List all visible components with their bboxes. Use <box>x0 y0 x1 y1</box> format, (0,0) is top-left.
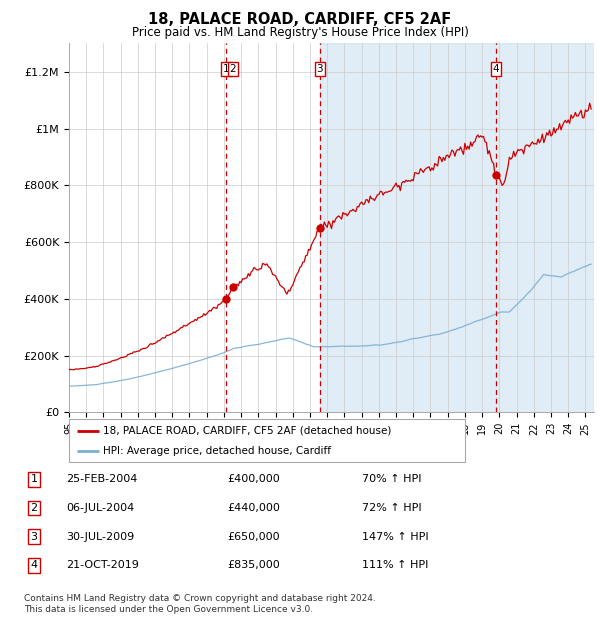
Text: 18, PALACE ROAD, CARDIFF, CF5 2AF (detached house): 18, PALACE ROAD, CARDIFF, CF5 2AF (detac… <box>103 426 391 436</box>
Text: 4: 4 <box>31 560 38 570</box>
Text: 18, PALACE ROAD, CARDIFF, CF5 2AF: 18, PALACE ROAD, CARDIFF, CF5 2AF <box>148 12 452 27</box>
Text: 25-FEB-2004: 25-FEB-2004 <box>66 474 137 484</box>
Text: 1: 1 <box>31 474 38 484</box>
Text: HPI: Average price, detached house, Cardiff: HPI: Average price, detached house, Card… <box>103 446 331 456</box>
Text: 3: 3 <box>317 64 323 74</box>
Text: 4: 4 <box>493 64 499 74</box>
Text: 147% ↑ HPI: 147% ↑ HPI <box>362 532 429 542</box>
Text: £650,000: £650,000 <box>227 532 280 542</box>
Text: 3: 3 <box>31 532 38 542</box>
Text: 21-OCT-2019: 21-OCT-2019 <box>66 560 139 570</box>
Text: 72% ↑ HPI: 72% ↑ HPI <box>362 503 422 513</box>
Text: 2: 2 <box>31 503 38 513</box>
Text: £835,000: £835,000 <box>227 560 280 570</box>
Text: 1: 1 <box>223 64 230 74</box>
Text: 111% ↑ HPI: 111% ↑ HPI <box>362 560 429 570</box>
Bar <box>320 43 594 412</box>
Text: 2: 2 <box>230 64 236 74</box>
FancyBboxPatch shape <box>69 418 465 462</box>
Text: Price paid vs. HM Land Registry's House Price Index (HPI): Price paid vs. HM Land Registry's House … <box>131 26 469 39</box>
Text: 30-JUL-2009: 30-JUL-2009 <box>66 532 134 542</box>
Text: 06-JUL-2004: 06-JUL-2004 <box>66 503 134 513</box>
Text: Contains HM Land Registry data © Crown copyright and database right 2024.
This d: Contains HM Land Registry data © Crown c… <box>24 595 376 614</box>
Text: £400,000: £400,000 <box>227 474 280 484</box>
Text: 70% ↑ HPI: 70% ↑ HPI <box>362 474 422 484</box>
Text: £440,000: £440,000 <box>227 503 280 513</box>
